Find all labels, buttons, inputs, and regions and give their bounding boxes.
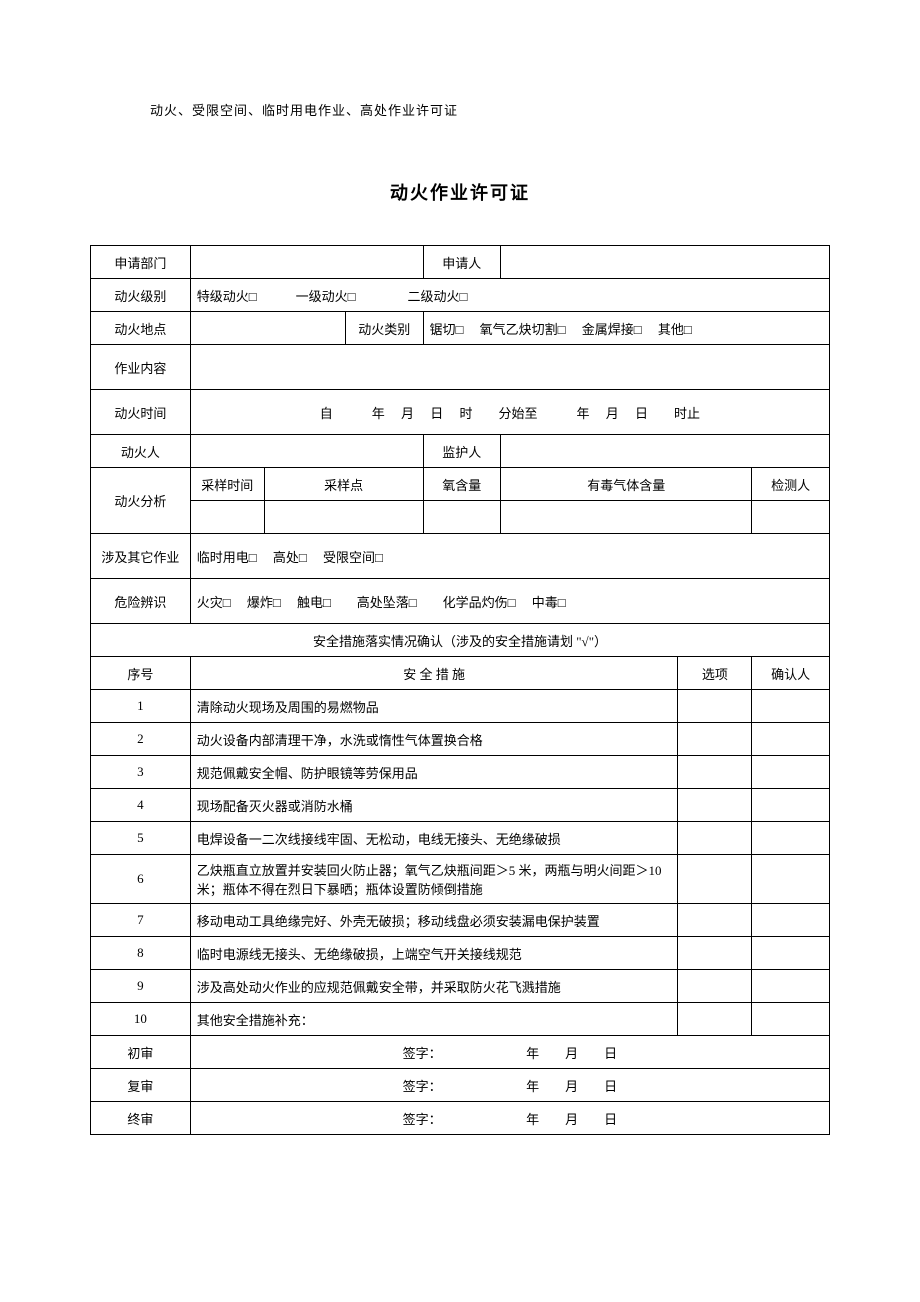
field-toxic-gas[interactable] <box>501 501 752 534</box>
measure-confirmer[interactable] <box>752 822 830 855</box>
field-fire-type[interactable]: 锯切□ 氧气乙炔切割□ 金属焊接□ 其他□ <box>423 312 829 345</box>
field-sample-point[interactable] <box>264 501 423 534</box>
label-fire-type: 动火类别 <box>345 312 423 345</box>
col-confirmer: 确认人 <box>752 657 830 690</box>
field-initial-review[interactable]: 签字： 年 月 日 <box>190 1036 829 1069</box>
measure-option[interactable] <box>678 904 752 937</box>
measure-confirmer[interactable] <box>752 723 830 756</box>
table-row: 8 临时电源线无接头、无绝缘破损，上端空气开关接线规范 <box>91 937 830 970</box>
measure-option[interactable] <box>678 1003 752 1036</box>
measures-header: 安全措施落实情况确认（涉及的安全措施请划 "√"） <box>91 624 830 657</box>
table-row: 9 涉及高处动火作业的应规范佩戴安全带，并采取防火花飞溅措施 <box>91 970 830 1003</box>
measure-option[interactable] <box>678 690 752 723</box>
label-fire-analysis: 动火分析 <box>91 468 191 534</box>
label-oxygen: 氧含量 <box>423 468 501 501</box>
measure-text: 移动电动工具绝缘完好、外壳无破损；移动线盘必须安装漏电保护装置 <box>190 904 678 937</box>
measure-option[interactable] <box>678 723 752 756</box>
measure-no: 9 <box>91 970 191 1003</box>
label-apply-dept: 申请部门 <box>91 246 191 279</box>
table-row: 6 乙炔瓶直立放置并安装回火防止器；氧气乙炔瓶间距＞5 米，两瓶与明火间距＞10… <box>91 855 830 904</box>
measure-text: 临时电源线无接头、无绝缘破损，上端空气开关接线规范 <box>190 937 678 970</box>
doc-header: 动火、受限空间、临时用电作业、高处作业许可证 <box>150 100 830 119</box>
measure-text: 其他安全措施补充： <box>190 1003 678 1036</box>
table-row: 7 移动电动工具绝缘完好、外壳无破损；移动线盘必须安装漏电保护装置 <box>91 904 830 937</box>
measure-no: 6 <box>91 855 191 904</box>
field-hazard[interactable]: 火灾□ 爆炸□ 触电□ 高处坠落□ 化学品灼伤□ 中毒□ <box>190 579 829 624</box>
doc-title: 动火作业许可证 <box>90 179 830 205</box>
measure-confirmer[interactable] <box>752 970 830 1003</box>
field-fire-location[interactable] <box>190 312 345 345</box>
label-fire-time: 动火时间 <box>91 390 191 435</box>
measure-text: 规范佩戴安全帽、防护眼镜等劳保用品 <box>190 756 678 789</box>
field-tester[interactable] <box>752 501 830 534</box>
measure-option[interactable] <box>678 789 752 822</box>
field-work-content[interactable] <box>190 345 829 390</box>
permit-table: 申请部门 申请人 动火级别 特级动火□ 一级动火□ 二级动火□ 动火地点 动火类… <box>90 245 830 1135</box>
field-apply-dept[interactable] <box>190 246 423 279</box>
label-fire-level: 动火级别 <box>91 279 191 312</box>
field-guardian[interactable] <box>501 435 830 468</box>
measure-confirmer[interactable] <box>752 756 830 789</box>
field-oxygen[interactable] <box>423 501 501 534</box>
col-option: 选项 <box>678 657 752 690</box>
page: 动火、受限空间、临时用电作业、高处作业许可证 动火作业许可证 申请部门 申请人 … <box>0 0 920 1302</box>
field-second-review[interactable]: 签字： 年 月 日 <box>190 1069 829 1102</box>
field-sample-time[interactable] <box>190 501 264 534</box>
measure-option[interactable] <box>678 855 752 904</box>
measure-text: 现场配备灭火器或消防水桶 <box>190 789 678 822</box>
measure-text: 电焊设备一二次线接线牢固、无松动，电线无接头、无绝缘破损 <box>190 822 678 855</box>
measure-option[interactable] <box>678 756 752 789</box>
label-sample-time: 采样时间 <box>190 468 264 501</box>
measure-confirmer[interactable] <box>752 937 830 970</box>
measure-text: 动火设备内部清理干净，水洗或惰性气体置换合格 <box>190 723 678 756</box>
measure-text: 涉及高处动火作业的应规范佩戴安全带，并采取防火花飞溅措施 <box>190 970 678 1003</box>
label-work-content: 作业内容 <box>91 345 191 390</box>
measure-no: 5 <box>91 822 191 855</box>
measure-confirmer[interactable] <box>752 789 830 822</box>
field-final-review[interactable]: 签字： 年 月 日 <box>190 1102 829 1135</box>
measure-no: 4 <box>91 789 191 822</box>
col-seq: 序号 <box>91 657 191 690</box>
measure-no: 8 <box>91 937 191 970</box>
label-applicant: 申请人 <box>423 246 501 279</box>
label-sample-point: 采样点 <box>264 468 423 501</box>
measure-no: 1 <box>91 690 191 723</box>
field-applicant[interactable] <box>501 246 830 279</box>
table-row: 10 其他安全措施补充： <box>91 1003 830 1036</box>
label-toxic-gas: 有毒气体含量 <box>501 468 752 501</box>
measure-option[interactable] <box>678 822 752 855</box>
label-other-work: 涉及其它作业 <box>91 534 191 579</box>
table-row: 1 清除动火现场及周围的易燃物品 <box>91 690 830 723</box>
measure-no: 3 <box>91 756 191 789</box>
col-measure: 安 全 措 施 <box>190 657 678 690</box>
table-row: 2 动火设备内部清理干净，水洗或惰性气体置换合格 <box>91 723 830 756</box>
measure-no: 10 <box>91 1003 191 1036</box>
measure-option[interactable] <box>678 970 752 1003</box>
label-guardian: 监护人 <box>423 435 501 468</box>
label-second-review: 复审 <box>91 1069 191 1102</box>
field-fire-person[interactable] <box>190 435 423 468</box>
measure-option[interactable] <box>678 937 752 970</box>
measure-confirmer[interactable] <box>752 1003 830 1036</box>
field-fire-level[interactable]: 特级动火□ 一级动火□ 二级动火□ <box>190 279 829 312</box>
label-final-review: 终审 <box>91 1102 191 1135</box>
field-fire-time[interactable]: 自 年 月 日 时 分始至 年 月 日 时止 <box>190 390 829 435</box>
table-row: 3 规范佩戴安全帽、防护眼镜等劳保用品 <box>91 756 830 789</box>
measure-confirmer[interactable] <box>752 855 830 904</box>
label-hazard: 危险辨识 <box>91 579 191 624</box>
label-tester: 检测人 <box>752 468 830 501</box>
measure-confirmer[interactable] <box>752 904 830 937</box>
label-initial-review: 初审 <box>91 1036 191 1069</box>
label-fire-location: 动火地点 <box>91 312 191 345</box>
measure-text: 乙炔瓶直立放置并安装回火防止器；氧气乙炔瓶间距＞5 米，两瓶与明火间距＞10 米… <box>190 855 678 904</box>
table-row: 4 现场配备灭火器或消防水桶 <box>91 789 830 822</box>
measure-confirmer[interactable] <box>752 690 830 723</box>
measure-text: 清除动火现场及周围的易燃物品 <box>190 690 678 723</box>
field-other-work[interactable]: 临时用电□ 高处□ 受限空间□ <box>190 534 829 579</box>
label-fire-person: 动火人 <box>91 435 191 468</box>
measure-no: 2 <box>91 723 191 756</box>
table-row: 5 电焊设备一二次线接线牢固、无松动，电线无接头、无绝缘破损 <box>91 822 830 855</box>
measure-no: 7 <box>91 904 191 937</box>
